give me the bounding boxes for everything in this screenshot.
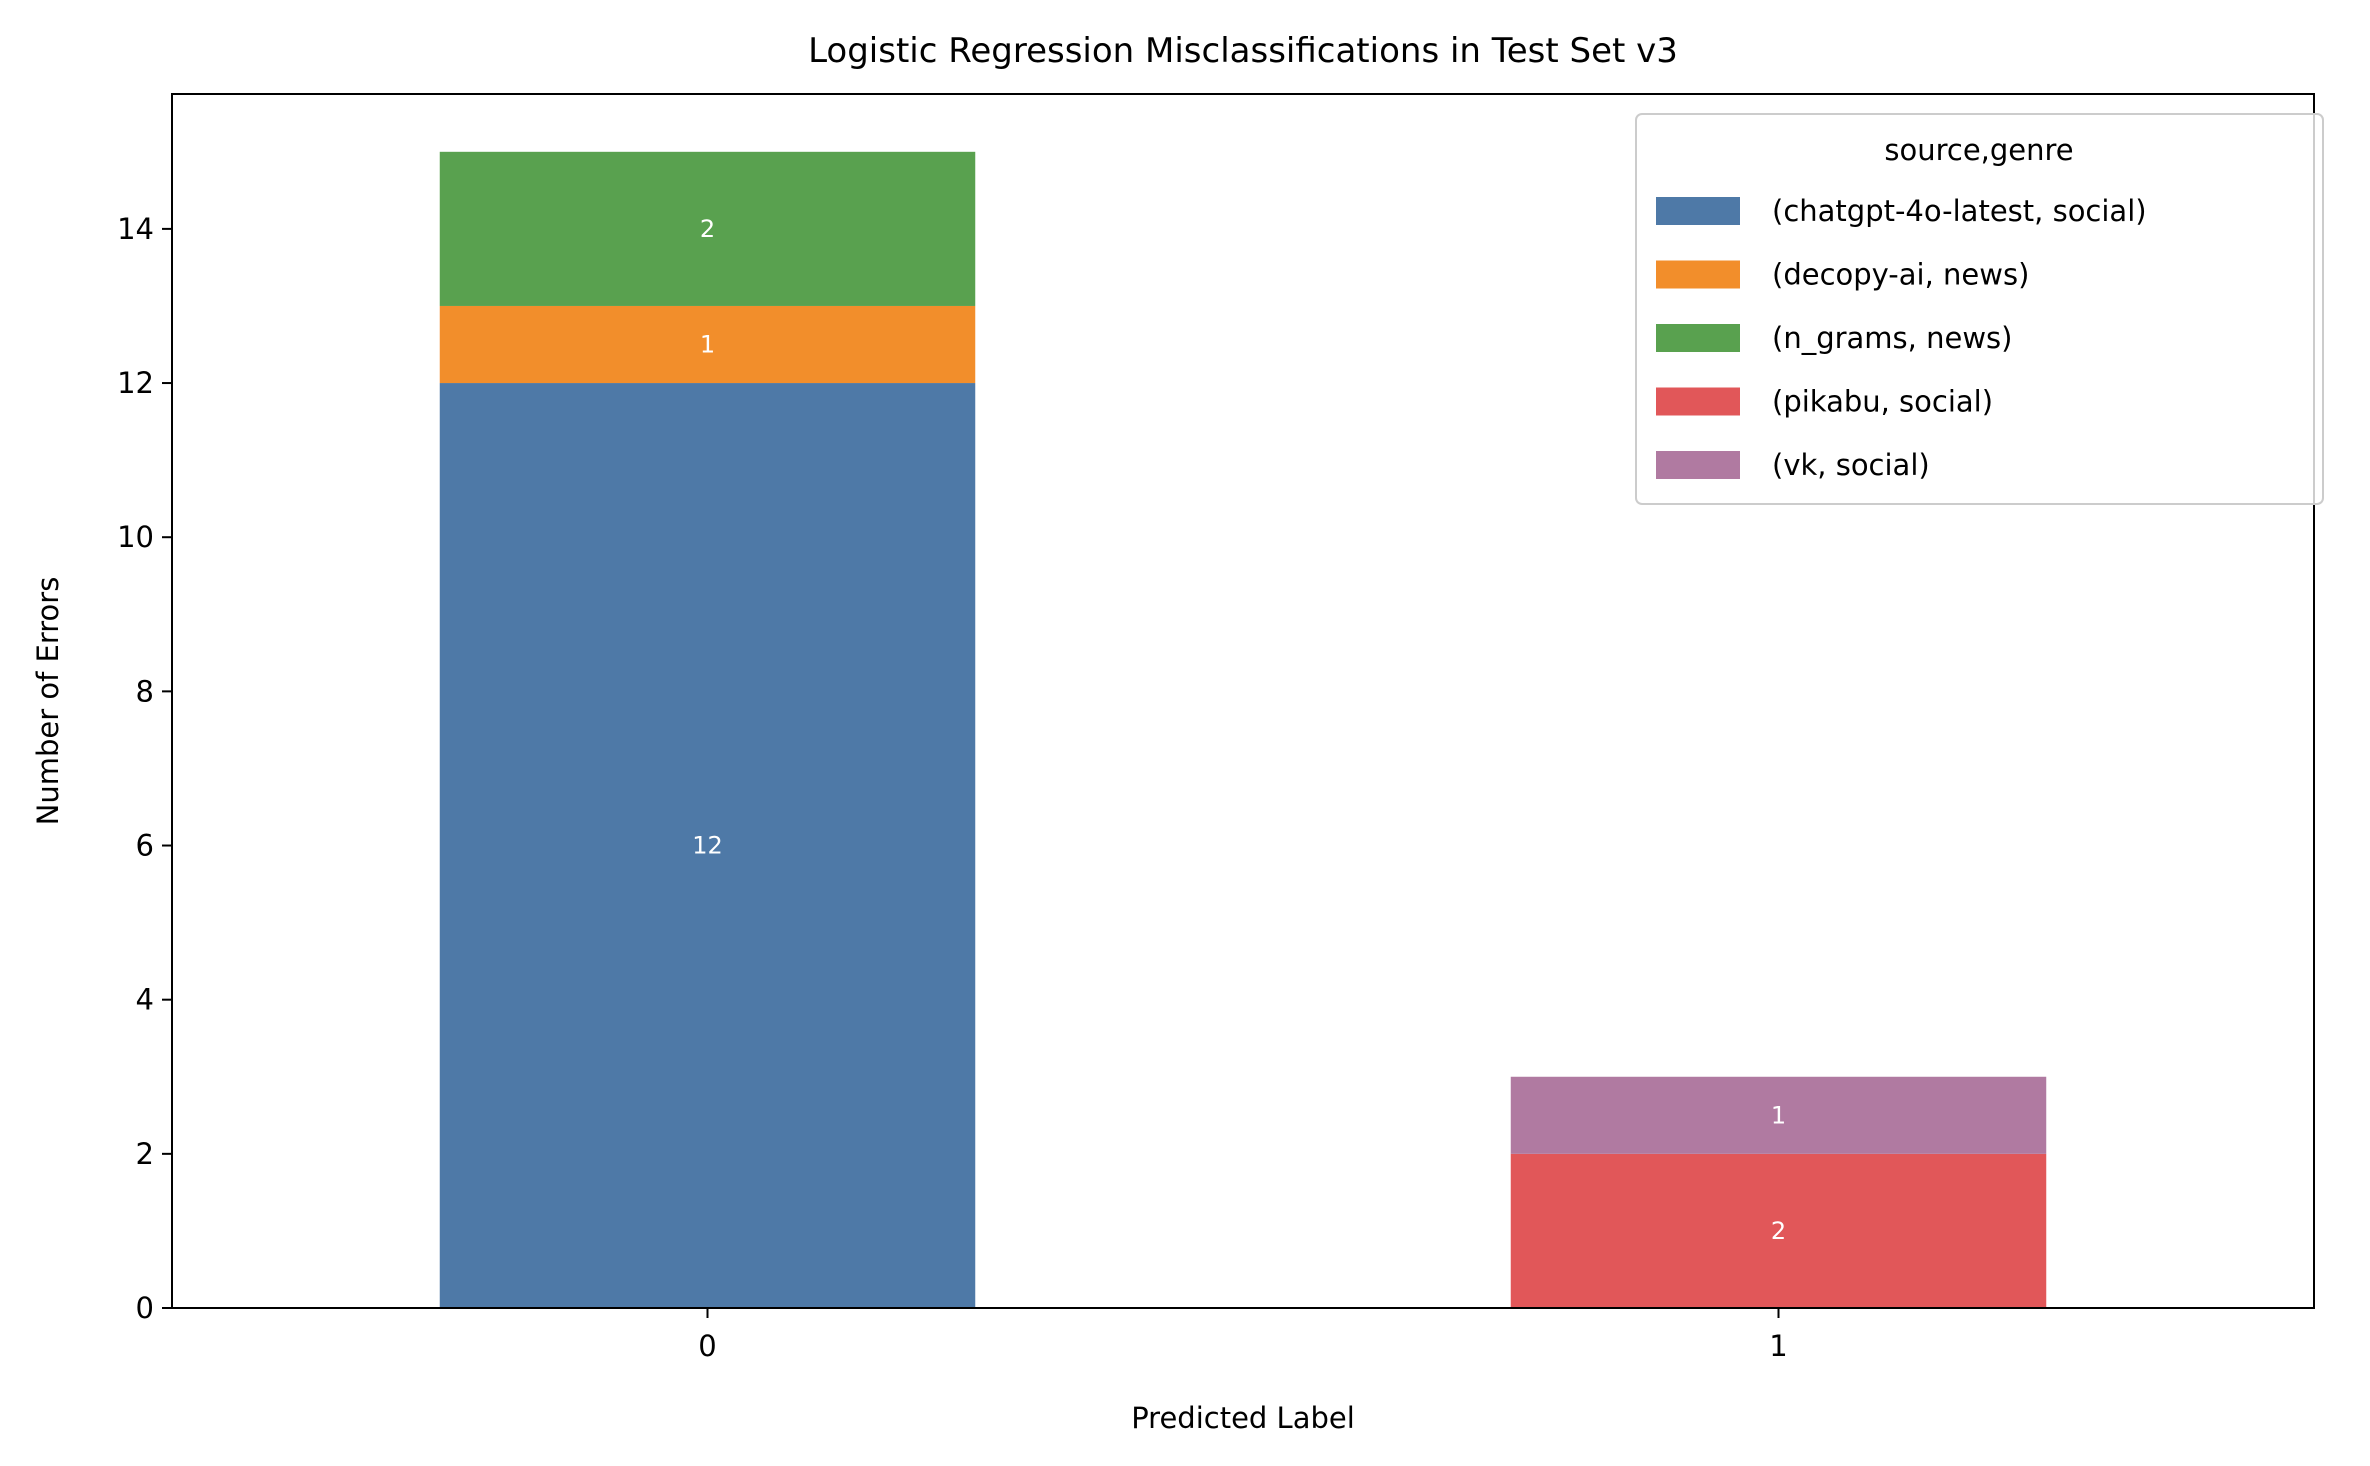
bar-segment-1-4	[1510, 1076, 2047, 1154]
legend-swatch	[1656, 197, 1740, 225]
legend-swatch	[1656, 387, 1740, 416]
legend-items: (chatgpt-4o-latest, social) (decopy-ai, n…	[1656, 194, 2147, 482]
y-tick-label: 4	[136, 983, 154, 1017]
bar-value-label: 2	[1771, 1217, 1786, 1245]
bar-value-label: 1	[1771, 1101, 1786, 1129]
y-tick-label: 0	[136, 1291, 154, 1325]
x-tick-label: 1	[1769, 1329, 1787, 1363]
legend-swatch	[1656, 451, 1740, 479]
bar-segment-0-2	[439, 151, 976, 306]
y-tick-label: 12	[117, 366, 154, 400]
plot-area-frame	[171, 93, 2315, 1309]
chart-title: Logistic Regression Misclassifications i…	[808, 31, 1678, 71]
bars-layer	[439, 151, 2047, 1308]
legend-swatch	[1656, 260, 1740, 289]
y-tick-label: 2	[136, 1137, 154, 1171]
x-tick-label: 0	[698, 1329, 716, 1363]
y-axis-label: Number of Errors	[31, 577, 65, 826]
legend-frame	[1635, 113, 2324, 505]
bar-segment-0-1	[439, 305, 976, 384]
legend-entry-label: (decopy-ai, news)	[1772, 258, 2029, 292]
bar-segment-0-0	[439, 383, 976, 1308]
y-tick-label: 10	[117, 520, 154, 554]
legend-entry-label: (pikabu, social)	[1772, 385, 1993, 419]
y-tick-label: 14	[117, 212, 154, 246]
y-tick-label: 8	[136, 674, 154, 708]
bar-value-label: 2	[700, 215, 715, 243]
legend-title: source,genre	[1884, 133, 2073, 167]
legend-entry-label: (n_grams, news)	[1772, 321, 2012, 355]
bar-value-label: 12	[692, 832, 723, 860]
bar-value-label: 1	[700, 331, 715, 359]
legend-entry-label: (vk, social)	[1772, 448, 1930, 482]
y-axis: 0 2 4 6 8 10 12 14	[117, 212, 172, 1325]
legend: source,genre (chatgpt-4o-latest, social)…	[1635, 113, 2324, 505]
legend-entry-label: (chatgpt-4o-latest, social)	[1772, 194, 2147, 228]
bar-segment-1-3	[1510, 1153, 2047, 1308]
legend-swatch	[1656, 324, 1740, 352]
x-axis-label: Predicted Label	[1131, 1401, 1355, 1435]
y-tick-label: 6	[136, 829, 154, 863]
